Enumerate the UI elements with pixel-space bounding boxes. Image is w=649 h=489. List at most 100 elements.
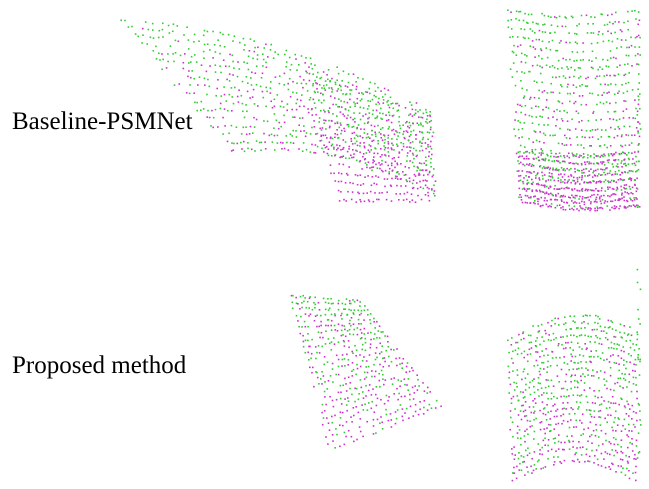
point [169,32,171,34]
point [621,398,623,400]
point [196,110,198,112]
point [600,370,602,372]
point [597,459,599,461]
point [539,179,541,181]
point [325,302,327,304]
point [525,377,527,379]
point [370,313,372,315]
point [576,447,578,449]
point [567,202,569,204]
point [584,376,586,378]
point [592,93,594,95]
point [517,36,519,38]
point [508,27,510,29]
point [312,68,314,70]
point [361,313,363,315]
point [425,148,427,150]
point [340,385,342,387]
point [573,202,575,204]
point [219,65,221,67]
point [593,170,595,172]
point [162,59,164,61]
point [292,130,294,132]
point [638,99,640,101]
point [398,157,400,159]
point [556,397,558,399]
point [396,144,398,146]
point [354,137,356,139]
point [615,330,617,332]
point [382,127,384,129]
point [322,94,324,96]
point [561,369,563,371]
point [131,26,133,28]
point [597,397,599,399]
point [430,166,432,168]
point [346,93,348,95]
point [300,130,302,132]
point [528,176,530,178]
point [596,76,598,78]
point [325,436,327,438]
point [559,204,561,206]
point [618,404,620,406]
point [583,51,585,53]
point [583,147,585,149]
point [595,350,597,352]
point [621,31,623,33]
point [608,40,610,42]
point [403,358,405,360]
point [610,33,612,35]
point [348,110,350,112]
point [613,390,615,392]
point [620,451,622,453]
point [530,202,532,204]
point [345,436,347,438]
point [585,85,587,87]
point [598,181,600,183]
point [590,350,592,352]
point [353,415,355,417]
point [597,337,599,339]
point [398,379,400,381]
point [512,36,514,38]
point [612,396,614,398]
point [517,342,519,344]
point [422,125,424,127]
point [330,298,332,300]
point [610,468,612,470]
point [373,140,375,142]
point [594,341,596,343]
point [410,134,412,136]
point [355,81,357,83]
point [523,456,525,458]
point [430,141,432,143]
point [597,155,599,157]
point [344,444,346,446]
point [413,154,415,156]
point [320,93,322,95]
point [212,127,214,129]
point [362,137,364,139]
point [323,151,325,153]
point [593,163,595,165]
point [406,408,408,410]
point [574,171,576,173]
point [367,175,369,177]
point [338,392,340,394]
point [265,44,267,46]
point [554,199,556,201]
point [398,105,400,107]
point [346,390,348,392]
point [614,417,616,419]
point [363,142,365,144]
point [590,163,592,165]
point [628,470,630,472]
point [601,129,603,131]
point [635,55,637,57]
point [584,389,586,391]
point [592,402,594,404]
point [350,155,352,157]
point [621,84,623,86]
point [378,330,380,332]
